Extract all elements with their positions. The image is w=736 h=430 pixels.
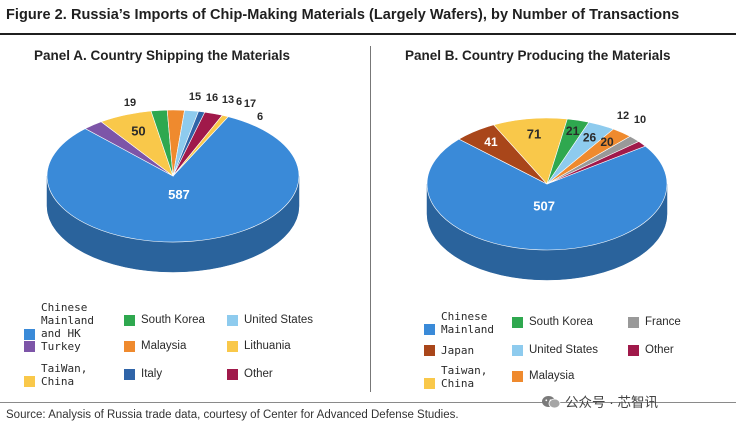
legend-label: Other [645,344,674,356]
panel-b-slice-taiwan-china [493,117,568,185]
wechat-icon [541,395,561,409]
panel-a-slice-chinese-mainland-and-hk [46,116,300,243]
legend-label: Japan [441,344,475,357]
legend-label: Taiwan, China [441,363,488,390]
figure-title: Figure 2. Russia’s Imports of Chip-Makin… [6,7,680,23]
legend-swatch [124,315,135,326]
legend-swatch [628,345,639,356]
panel-a-label-turkey: 19 [124,97,136,109]
watermark: 公众号 · 芯智讯 [541,391,658,411]
legend-swatch [24,328,35,340]
watermark-text: 公众号 · 芯智讯 [565,395,658,410]
panel-b-title: Panel B. Country Producing the Materials [405,48,671,63]
legend-swatch [424,378,435,389]
source-rule [0,402,736,403]
legend-label: Chinese Mainland [441,309,494,336]
panel-a-label-malaysia: 16 [206,92,218,104]
legend-label: Lithuania [244,340,291,352]
panel-a-label-taiwan-china: 50 [131,124,145,139]
legend-swatch [24,376,35,387]
legend-swatch [227,341,238,352]
legend-swatch [628,317,639,328]
legend-swatch [124,369,135,380]
legend-swatch [124,341,135,352]
legend-label: Other [244,368,273,380]
legend-label: United States [529,344,599,356]
legend-swatch [424,345,435,356]
legend-label: Italy [141,368,163,380]
legend-label: United States [244,314,314,326]
legend-label: South Korea [141,314,205,326]
panel-b-label-united-states: 26 [583,130,597,144]
panel-b-label-other: 10 [634,114,646,126]
legend-label: South Korea [529,316,593,328]
panel-b-slice-other [546,141,646,185]
panel-b-label-taiwan-china: 71 [527,126,541,141]
legend-label: TaiWan, China [41,361,88,388]
panel-b-label-malaysia: 20 [600,135,614,149]
legend-swatch [512,317,523,328]
panel-b-label-south-korea: 21 [566,124,580,138]
legend-label: Malaysia [141,340,187,352]
panel-a-title: Panel A. Country Shipping the Materials [34,48,291,63]
panel-a-label-united-states: 13 [222,94,234,106]
panel-a-label-other: 17 [244,98,256,110]
panel-a-label-south-korea: 15 [189,91,201,103]
panel-b-label-chinese-mainland: 507 [533,198,555,213]
panel-b-label-france: 12 [617,110,629,122]
legend-swatch [512,371,523,382]
legend-label: Malaysia [529,370,575,382]
panel-b-label-japan: 41 [484,135,498,149]
panel-a-label-italy: 6 [236,96,242,108]
legend-label: Chinese Mainland and HK [41,301,94,340]
legend-swatch [227,369,238,380]
panel-a-label-chinese-mainland-and-hk: 587 [168,187,190,202]
legend-swatch [24,341,35,352]
legend-swatch [227,315,238,326]
legend-label: Turkey [41,340,81,353]
source-note: Source: Analysis of Russia trade data, c… [6,409,459,421]
legend-swatch [424,324,435,335]
legend-label: France [645,316,681,328]
panel-divider [370,46,371,392]
panel-b-slice-chinese-mainland [426,138,668,251]
title-rule [0,33,736,35]
legend-swatch [512,345,523,356]
panel-a-slice-lithuania [172,114,229,177]
panel-a-label-lithuania: 6 [257,111,263,123]
